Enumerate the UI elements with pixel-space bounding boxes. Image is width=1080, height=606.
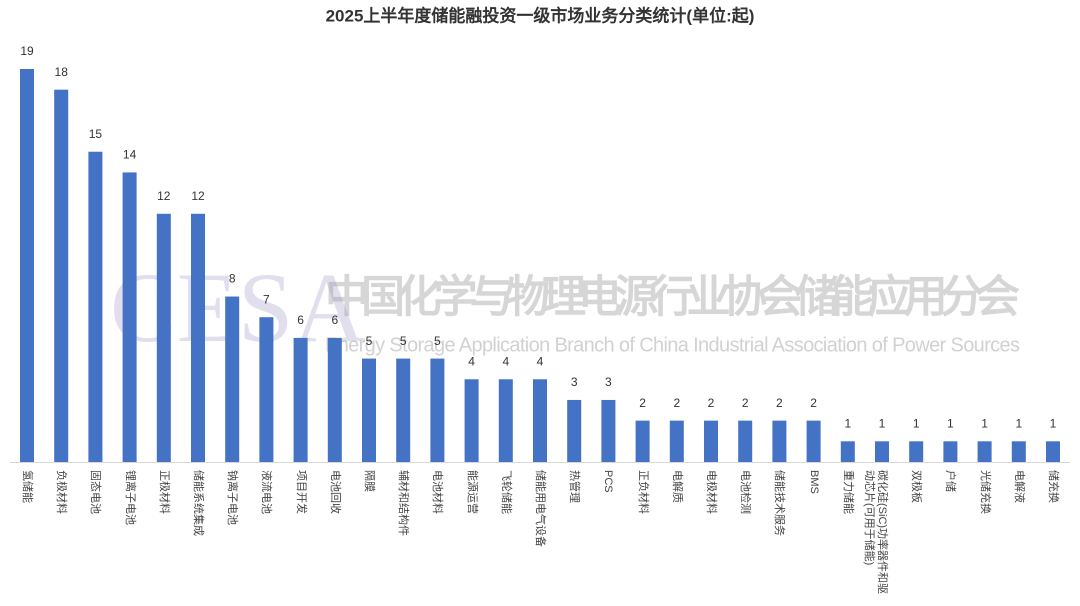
bar [635,420,650,462]
bar [875,441,889,462]
bar [533,379,547,462]
value-label: 1 [844,416,851,430]
x-tick-label: 电池检测 [739,470,752,514]
bar [191,213,205,462]
x-tick-label: 液流电池 [260,470,273,514]
value-label: 1 [913,416,920,430]
bar [1046,441,1060,462]
watermark-name: 中国化学与物理电源行业协会储能应用分会 [325,273,1020,322]
bar [772,420,787,462]
value-label: 4 [502,354,509,368]
value-label: 18 [55,65,69,79]
bar [225,296,240,462]
bar [293,337,308,462]
x-tick-label: 碳化硅(SiC)功率器件和驱动芯片(可用于储能) [863,470,888,595]
bar [122,172,137,462]
value-label: 5 [400,334,407,348]
bar [498,379,513,462]
bar [430,358,445,462]
x-tick-label: 钠离子电池 [226,470,239,525]
bar [601,399,616,462]
x-tick-label: 辅材和结构件 [397,470,410,536]
bar [88,151,103,462]
value-label: 12 [191,189,205,203]
value-label: 2 [742,396,749,410]
value-label: 8 [229,272,236,286]
x-tick-label: 氢储能 [21,470,33,503]
value-label: 2 [673,396,680,410]
x-tick-label: 储能系统集成 [192,470,204,536]
watermark-english: Energy Storage Application Branch of Chi… [325,334,1020,356]
bar [156,213,171,462]
value-label: 5 [366,334,373,348]
value-label: 5 [434,334,441,348]
x-tick-label: 光储充换 [978,470,991,514]
bar [327,337,342,462]
x-tick-label: 电解质 [670,470,683,503]
value-label: 4 [468,354,475,368]
bar [806,420,821,462]
x-tick-label: 正负材料 [636,470,649,514]
bar [840,441,855,462]
x-tick-label: PCS [602,470,615,493]
value-label: 2 [776,396,783,410]
x-tick-label: 热管理 [568,470,581,503]
value-label: 4 [537,354,544,368]
x-tick-label: 储充换 [1047,470,1059,503]
bar [396,358,411,462]
bar [567,399,582,462]
value-label: 6 [331,313,338,327]
x-tick-label: 电池回收 [328,470,341,514]
value-label: 2 [639,396,646,410]
value-label: 1 [981,416,988,430]
bar [20,69,34,462]
bar [909,441,924,462]
x-tick-label: 电极材料 [705,470,717,514]
x-tick-label: 电解液 [1012,470,1025,503]
value-label: 2 [708,396,715,410]
bar [669,420,684,462]
x-tick-label: 锂离子电池 [123,470,136,525]
x-tick-label: 户储 [944,470,957,492]
x-tick-label: 正极材料 [157,470,170,514]
x-tick-label: 双极板 [910,470,923,503]
value-label: 1 [947,416,954,430]
bar [977,441,992,462]
x-tick-label: 项目开发 [294,470,307,514]
bar [54,89,69,463]
value-label: 1 [1050,416,1057,430]
x-tick-label: 重力储能 [841,470,854,514]
x-tick-label: 隔膜 [363,470,375,492]
chart-title: 2025上半年度储能融投资一级市场业务分类统计(单位:起) [326,5,755,25]
x-tick-label: 电池材料 [431,470,444,514]
value-label: 2 [810,396,817,410]
bar [362,358,376,462]
x-tick-label: 能源运营 [465,470,478,514]
bar [259,317,274,462]
x-tick-label: 飞轮储能 [499,470,512,514]
bar [738,420,753,462]
value-label: 3 [571,375,578,389]
value-label: 1 [1015,416,1022,430]
value-label: 15 [89,127,103,141]
value-label: 14 [123,148,137,162]
value-label: 1 [879,416,886,430]
value-label: 6 [297,313,304,327]
bar [464,379,479,462]
bar [1011,441,1026,462]
bar [704,420,718,462]
x-tick-label: 负极材料 [55,470,68,514]
value-label: 19 [20,44,34,58]
value-label: 3 [605,375,612,389]
x-tick-label: 储能技术服务 [773,470,786,536]
value-label: 12 [157,189,171,203]
bar [943,441,958,462]
x-tick-label: 固态电池 [89,470,102,514]
x-tick-label: BMS [807,470,820,494]
value-label: 7 [263,292,270,306]
x-tick-label: 储能用电气设备 [534,470,546,547]
